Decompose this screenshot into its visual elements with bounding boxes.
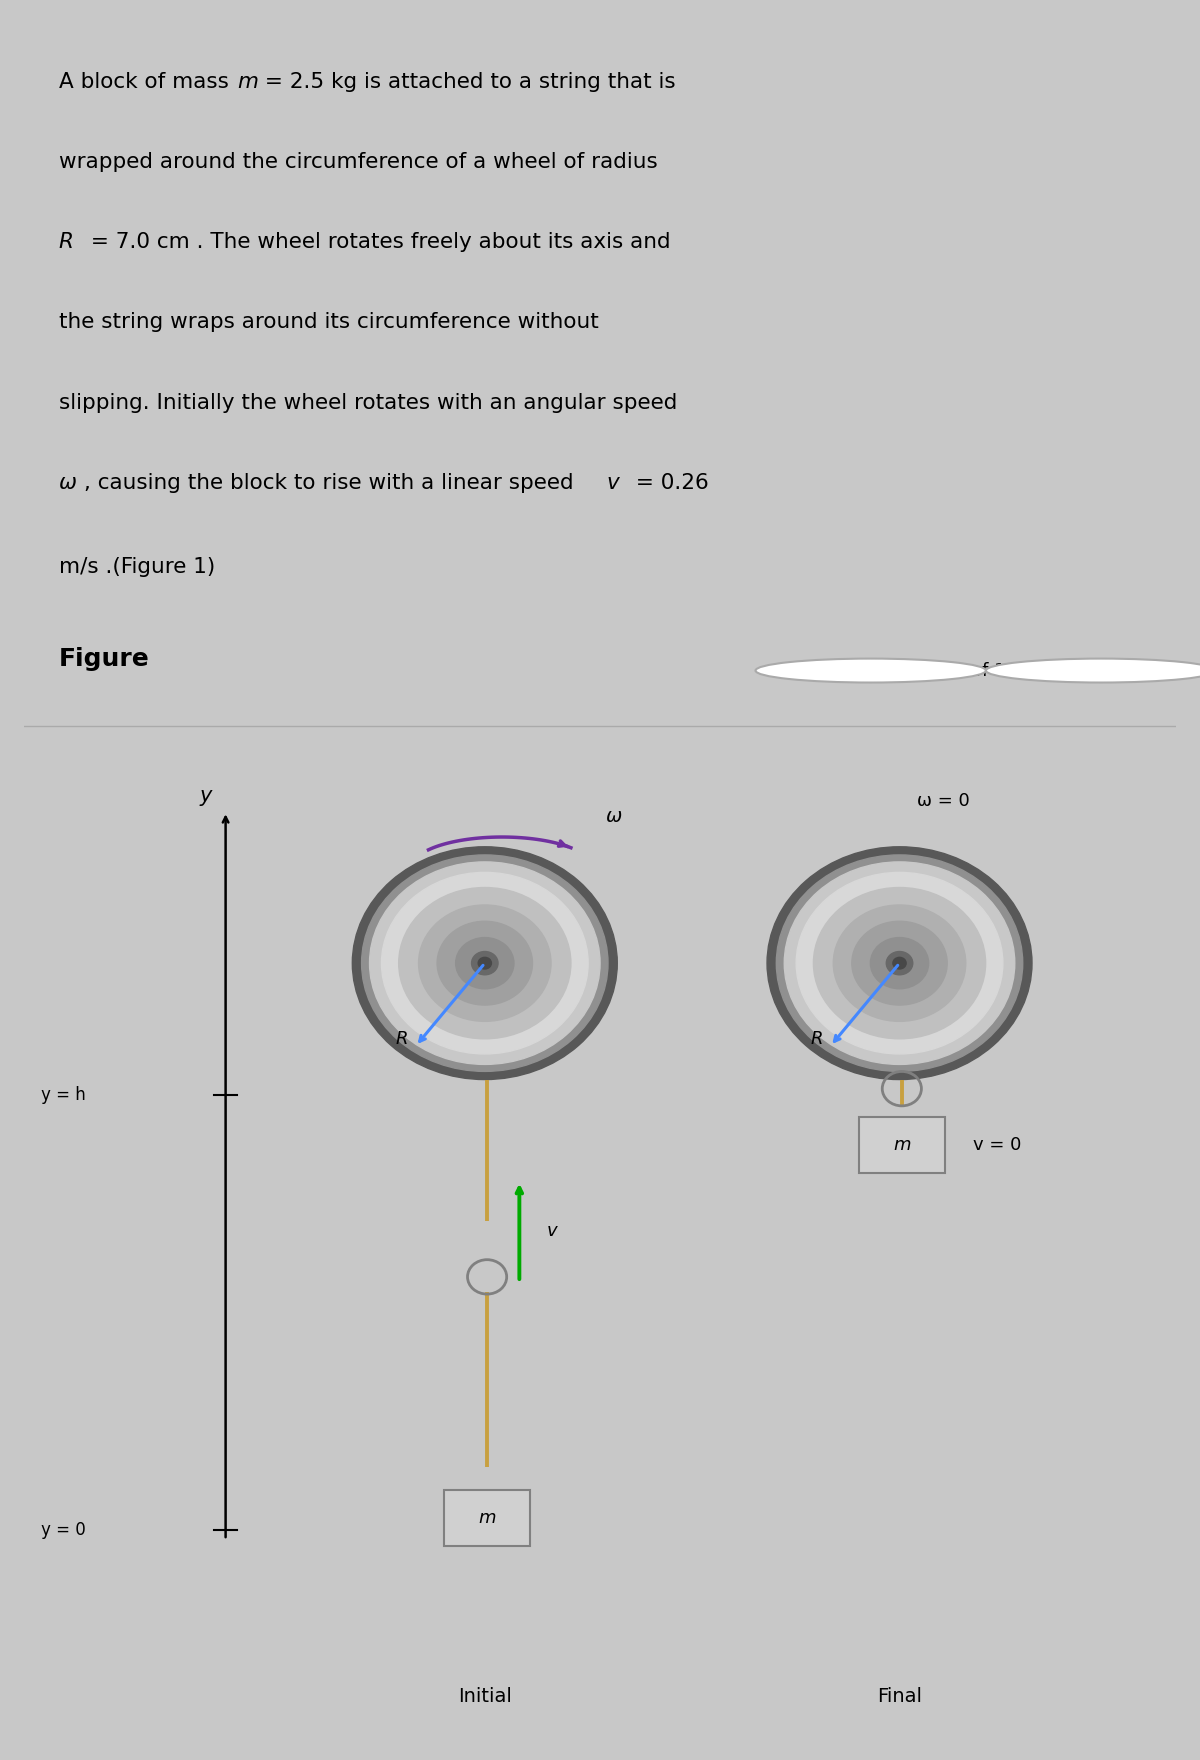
- Text: the string wraps around its circumference without: the string wraps around its circumferenc…: [59, 312, 599, 333]
- Text: slipping. Initially the wheel rotates with an angular speed: slipping. Initially the wheel rotates wi…: [59, 392, 677, 412]
- Text: = 2.5 kg is attached to a string that is: = 2.5 kg is attached to a string that is: [258, 72, 676, 92]
- Text: y = 0: y = 0: [41, 1521, 86, 1538]
- Circle shape: [437, 920, 533, 1005]
- Text: y: y: [200, 787, 212, 806]
- Text: = 0.26: = 0.26: [629, 473, 708, 493]
- Circle shape: [796, 873, 1003, 1054]
- Text: R: R: [59, 232, 73, 252]
- FancyBboxPatch shape: [444, 1491, 530, 1545]
- Text: v: v: [547, 1223, 558, 1241]
- Circle shape: [456, 938, 514, 989]
- Text: A block of mass: A block of mass: [59, 72, 235, 92]
- Text: <: <: [863, 662, 878, 679]
- Circle shape: [382, 873, 588, 1054]
- Text: R: R: [810, 1030, 823, 1047]
- Circle shape: [887, 952, 913, 975]
- Text: Figure: Figure: [59, 646, 149, 671]
- Circle shape: [852, 920, 947, 1005]
- Circle shape: [398, 887, 571, 1038]
- Circle shape: [361, 855, 608, 1072]
- Text: ω = 0: ω = 0: [917, 792, 970, 810]
- Text: Initial: Initial: [458, 1688, 511, 1707]
- Circle shape: [370, 862, 600, 1065]
- Circle shape: [870, 938, 929, 989]
- Text: m: m: [893, 1137, 911, 1155]
- Circle shape: [833, 905, 966, 1021]
- Text: >: >: [1093, 662, 1109, 679]
- Text: = 7.0 cm . The wheel rotates freely about its axis and: = 7.0 cm . The wheel rotates freely abou…: [84, 232, 671, 252]
- Circle shape: [776, 855, 1022, 1072]
- Text: v = 0: v = 0: [973, 1137, 1021, 1155]
- Text: R: R: [396, 1030, 408, 1047]
- Text: ω: ω: [59, 473, 77, 493]
- Circle shape: [785, 862, 1015, 1065]
- Text: m: m: [479, 1508, 496, 1526]
- Text: m: m: [238, 72, 258, 92]
- Circle shape: [814, 887, 985, 1038]
- Text: ω: ω: [606, 806, 622, 825]
- Circle shape: [767, 847, 1032, 1079]
- Text: , causing the block to rise with a linear speed: , causing the block to rise with a linea…: [84, 473, 581, 493]
- Text: Final: Final: [877, 1688, 922, 1707]
- Circle shape: [986, 658, 1200, 683]
- FancyBboxPatch shape: [859, 1118, 946, 1174]
- Text: 1 of 1: 1 of 1: [954, 662, 1006, 679]
- Text: m/s .(Figure 1): m/s .(Figure 1): [59, 556, 215, 577]
- Text: v: v: [607, 473, 619, 493]
- Text: wrapped around the circumference of a wheel of radius: wrapped around the circumference of a wh…: [59, 151, 658, 172]
- Circle shape: [472, 952, 498, 975]
- Circle shape: [478, 957, 492, 970]
- Circle shape: [353, 847, 617, 1079]
- Circle shape: [419, 905, 551, 1021]
- Text: y = h: y = h: [41, 1086, 86, 1104]
- Circle shape: [756, 658, 986, 683]
- Circle shape: [893, 957, 906, 970]
